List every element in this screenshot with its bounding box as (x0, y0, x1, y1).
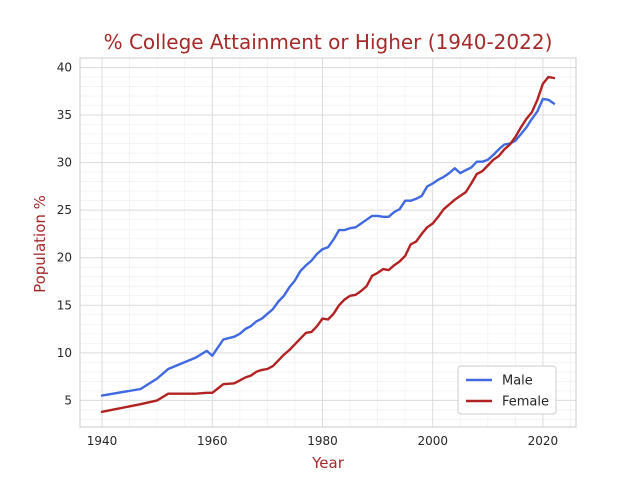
series-line-male (100, 97, 556, 397)
plot-frame (79, 57, 577, 428)
y-tick-label: 35 (57, 108, 72, 122)
y-tick-label: 30 (57, 156, 72, 170)
axis-frame (79, 57, 577, 428)
x-axis-label: Year (311, 454, 345, 472)
y-tick-label: 15 (57, 298, 72, 312)
legend: Male Female (457, 365, 557, 415)
x-tick-labels: 1940 1960 1980 2000 2020 (87, 434, 558, 448)
major-grid (80, 58, 576, 427)
y-axis-label: Population % (31, 195, 49, 293)
y-tick-label: 25 (57, 203, 72, 217)
chart-title: % College Attainment or Higher (1940-202… (104, 30, 553, 54)
series-line-female (100, 75, 556, 413)
y-tick-label: 10 (57, 346, 72, 360)
x-tick-label: 1960 (197, 434, 228, 448)
y-tick-label: 20 (57, 251, 72, 265)
series-layer (100, 75, 556, 413)
x-tick-label: 2000 (417, 434, 448, 448)
y-tick-label: 5 (64, 393, 72, 407)
x-tick-label: 2020 (528, 434, 559, 448)
x-tick-label: 1980 (307, 434, 338, 448)
legend-label-female: Female (502, 395, 549, 410)
y-tick-label: 40 (57, 61, 72, 75)
y-tick-labels: 5 10 15 20 25 30 35 40 (57, 61, 72, 408)
x-tick-label: 1940 (87, 434, 118, 448)
legend-label-male: Male (502, 374, 533, 389)
